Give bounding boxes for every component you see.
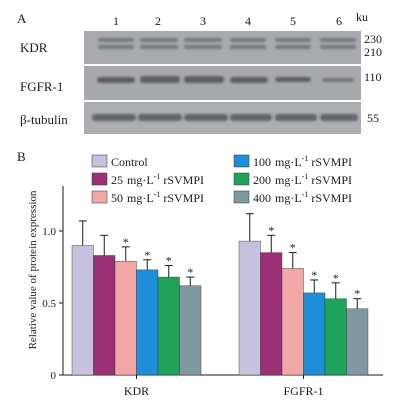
legend-unit: mg·L — [275, 173, 302, 187]
lane-label-1: 1 — [113, 14, 119, 28]
plot-area: * * * * * * * * * — [71, 213, 369, 376]
y-tick-label: 0 — [51, 370, 57, 382]
bar-kdr-5 — [157, 276, 180, 376]
legend-swatch-4 — [233, 154, 250, 168]
legend-label-5: 200 mg·L-1 rSVMPI — [253, 172, 352, 187]
legend-value: 400 — [253, 191, 271, 205]
legend-unit-exponent: -1 — [154, 172, 161, 181]
significance-marker: * — [311, 268, 317, 282]
legend-label-4: 100 mg·L-1 rSVMPI — [253, 154, 352, 169]
mw-label-110: 110 — [364, 70, 382, 84]
lane-label-3: 3 — [200, 14, 206, 28]
mw-label-55: 55 — [367, 111, 379, 125]
bar-fgfr-1-3 — [281, 268, 304, 376]
legend-suffix: rSVMPI — [311, 173, 352, 187]
legend-label-2: 25 mg·L-1 rSVMPI — [111, 172, 204, 187]
mw-label-210: 210 — [364, 45, 382, 59]
lane-label-2: 2 — [155, 14, 161, 28]
significance-marker: * — [123, 235, 129, 249]
y-tick-label: 0.5 — [42, 298, 56, 310]
legend-unit: mg·L — [275, 191, 302, 205]
legend-value: 200 — [253, 173, 271, 187]
bar-kdr-6 — [179, 285, 202, 376]
x-ticks: KDR FGFR-1 — [124, 375, 324, 398]
legend-suffix: rSVMPI — [311, 155, 352, 169]
legend-suffix: rSVMPI — [311, 191, 352, 205]
lane-label-5: 5 — [290, 14, 296, 28]
legend-swatch-5 — [233, 172, 250, 186]
legend-unit: mg·L — [127, 173, 154, 187]
bar-kdr-4 — [136, 269, 159, 376]
legend-label-3: 50 mg·L-1 rSVMPI — [111, 190, 204, 205]
bar-fgfr-1-6 — [346, 308, 369, 376]
y-axis-label: Relative value of protein expression — [27, 190, 39, 349]
x-tick-label-kdr: KDR — [124, 384, 149, 398]
legend-swatch-6 — [233, 190, 250, 204]
y-tick-label: 1.0 — [42, 226, 56, 238]
legend-swatch-1 — [91, 154, 108, 168]
row-label-fgfr1: FGFR-1 — [20, 79, 63, 94]
significance-marker: * — [354, 287, 360, 301]
y-ticks: 0 0.5 1.0 — [42, 226, 63, 382]
significance-marker: * — [166, 254, 172, 268]
blot-row-tubulin: β-tubulin 55 — [20, 102, 379, 134]
legend-suffix: rSVMPI — [163, 173, 204, 187]
legend-label-6: 400 mg·L-1 rSVMPI — [253, 190, 352, 205]
legend-unit-exponent: -1 — [302, 190, 309, 199]
bar-fgfr-1-2 — [260, 252, 283, 376]
row-label-kdr: KDR — [20, 40, 48, 55]
legend-unit: mg·L — [127, 191, 154, 205]
mw-unit-label: ku — [356, 10, 368, 24]
blot-row-kdr: KDR 230 210 — [20, 31, 382, 64]
significance-marker: * — [268, 223, 274, 237]
legend-unit-exponent: -1 — [302, 172, 309, 181]
row-label-tubulin: β-tubulin — [20, 112, 68, 127]
significance-marker: * — [333, 271, 339, 285]
legend-value: 100 — [253, 155, 271, 169]
significance-marker: * — [187, 265, 193, 279]
legend-suffix: rSVMPI — [163, 191, 204, 205]
bar-fgfr-1-5 — [324, 298, 347, 376]
bar-fgfr-1-1 — [238, 240, 261, 376]
legend-value: 25 — [111, 173, 123, 187]
lane-labels: 1 2 3 4 5 6 — [113, 14, 342, 28]
bar-kdr-1 — [71, 245, 94, 376]
significance-marker: * — [144, 248, 150, 262]
legend-unit: mg·L — [275, 155, 302, 169]
legend-label-1: Control — [111, 155, 148, 169]
blot-row-fgfr1: FGFR-1 110 — [20, 66, 382, 100]
x-tick-label-fgfr-1: FGFR-1 — [283, 384, 323, 398]
mw-label-230: 230 — [364, 32, 382, 46]
legend-value: 50 — [111, 191, 123, 205]
legend-swatch-2 — [91, 172, 108, 186]
panel-a-label: A — [17, 11, 27, 26]
lane-label-6: 6 — [336, 14, 342, 28]
legend-value: Control — [111, 155, 148, 169]
significance-marker: * — [290, 241, 296, 255]
bar-kdr-3 — [114, 261, 137, 376]
panel-b-label: B — [17, 149, 26, 164]
bar-kdr-2 — [93, 255, 116, 376]
bar-fgfr-1-4 — [303, 292, 326, 376]
legend-unit-exponent: -1 — [302, 154, 309, 163]
legend-unit-exponent: -1 — [154, 190, 161, 199]
lane-label-4: 4 — [245, 14, 251, 28]
legend-swatch-3 — [91, 190, 108, 204]
